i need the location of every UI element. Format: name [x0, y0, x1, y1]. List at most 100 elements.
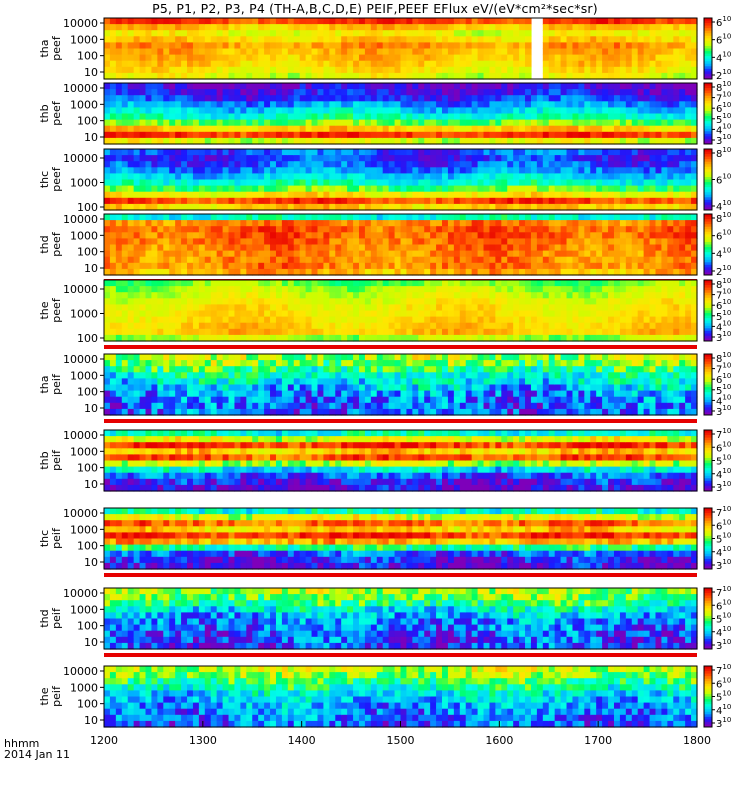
colorbar-tick-label: 410 — [716, 545, 731, 559]
panel-frame — [103, 587, 698, 650]
y-tick-label: 1000 — [70, 369, 98, 382]
y-tick-label: 10000 — [63, 82, 98, 95]
colorbar-tick-label: 510 — [716, 612, 731, 626]
y-axis-label: thb — [38, 104, 51, 122]
y-tick-label: 100 — [77, 332, 98, 345]
colorbar-frame — [703, 213, 713, 276]
x-tick-label: 1700 — [584, 734, 612, 747]
x-tick-label: 1200 — [90, 734, 118, 747]
y-tick-label: 10000 — [63, 17, 98, 30]
y-axis-label: thd — [38, 235, 51, 253]
y-axis-label: peef — [50, 166, 63, 192]
colorbar-tick-label: 510 — [716, 454, 731, 468]
heatmap-cells — [104, 588, 698, 650]
y-tick-label: 1000 — [70, 523, 98, 536]
colorbar-tick-label: 410 — [716, 467, 731, 481]
colorbar-tick-label: 410 — [716, 319, 731, 333]
y-tick-label: 10 — [84, 478, 98, 491]
colorbar-tick-label: 710 — [716, 362, 731, 376]
colorbar-tick-label: 710 — [716, 585, 731, 599]
x-tick-label: 1600 — [485, 734, 513, 747]
chart-title: P5, P1, P2, P3, P4 (TH-A,B,C,D,E) PEIF,P… — [152, 1, 598, 16]
panel-frame — [103, 353, 698, 416]
y-tick-label: 100 — [77, 620, 98, 633]
y-tick-label: 100 — [77, 698, 98, 711]
colorbar-tick-label: 810 — [716, 211, 731, 225]
y-tick-label: 100 — [77, 540, 98, 553]
heatmap-cells — [104, 354, 698, 416]
colorbar-tick-label: 210 — [716, 68, 731, 82]
y-tick-label: 1000 — [70, 98, 98, 111]
colorbar-frame — [703, 17, 713, 80]
y-axis-label: peef — [50, 35, 63, 61]
y-tick-label: 1000 — [70, 177, 98, 190]
colorbar-tick-label: 610 — [716, 33, 731, 47]
colorbar-tick-label: 610 — [716, 173, 731, 187]
colorbar-tick-label: 610 — [716, 372, 731, 386]
heatmap-cells — [104, 666, 698, 728]
x-tick-label: 1500 — [387, 734, 415, 747]
colorbar-tick-label: 310 — [716, 638, 731, 652]
heatmap-cells — [104, 280, 698, 342]
flag-bar — [104, 345, 697, 349]
colorbar-tick-label: 310 — [716, 716, 731, 730]
y-axis-label: thc — [38, 530, 51, 547]
colorbar-tick-label: 410 — [716, 246, 731, 260]
y-axis-label: peef — [50, 231, 63, 257]
y-axis-label: the — [38, 301, 51, 319]
time-axis-label: hhmm — [4, 737, 40, 750]
heatmap-cells — [104, 508, 698, 570]
panel-frame — [103, 213, 698, 276]
heatmap-cells — [104, 149, 698, 211]
colorbar-tick-label: 410 — [716, 50, 731, 64]
y-axis-label: peif — [50, 685, 63, 707]
colorbar-tick-label: 410 — [716, 393, 731, 407]
y-tick-label: 1000 — [70, 681, 98, 694]
colorbar-tick-label: 610 — [716, 15, 731, 29]
y-tick-label: 10000 — [63, 152, 98, 165]
colorbar-tick-label: 810 — [716, 351, 731, 365]
x-tick-label: 1300 — [189, 734, 217, 747]
y-axis-label: peif — [50, 449, 63, 471]
panel-frame — [103, 17, 698, 80]
colorbar-tick-label: 810 — [716, 277, 731, 291]
y-axis-label: peef — [50, 100, 63, 126]
colorbar-tick-label: 510 — [716, 112, 731, 126]
y-tick-label: 100 — [77, 246, 98, 259]
colorbar-tick-label: 310 — [716, 404, 731, 418]
y-axis-label: peif — [50, 373, 63, 395]
y-tick-label: 10000 — [63, 283, 98, 296]
colorbar-tick-label: 210 — [716, 264, 731, 278]
heatmap-cells — [104, 430, 698, 492]
y-axis-label: peef — [50, 297, 63, 323]
colorbar-tick-label: 310 — [716, 480, 731, 494]
panel-frame — [103, 82, 698, 145]
colorbar-tick-label: 810 — [716, 80, 731, 94]
colorbar-tick-label: 710 — [716, 427, 731, 441]
colorbar-tick-label: 710 — [716, 663, 731, 677]
colorbar-tick-label: 810 — [716, 146, 731, 160]
x-tick-label: 1400 — [288, 734, 316, 747]
colorbar-tick-label: 510 — [716, 383, 731, 397]
heatmap-cells — [104, 18, 698, 80]
x-axis: 1200 1300 1400 1500 1600 1700 1800 — [90, 721, 711, 747]
colorbar-tick-label: 410 — [716, 122, 731, 136]
colorbar: 610 610 410 210 — [703, 15, 731, 82]
colorbar-tick-label: 410 — [716, 199, 731, 213]
date-label: 2014 Jan 11 — [4, 748, 70, 761]
y-tick-label: 10000 — [63, 429, 98, 442]
y-axis-label: peif — [50, 527, 63, 549]
colorbar-tick-label: 710 — [716, 505, 731, 519]
y-tick-label: 10000 — [63, 507, 98, 520]
y-axis-label: thb — [38, 451, 51, 469]
